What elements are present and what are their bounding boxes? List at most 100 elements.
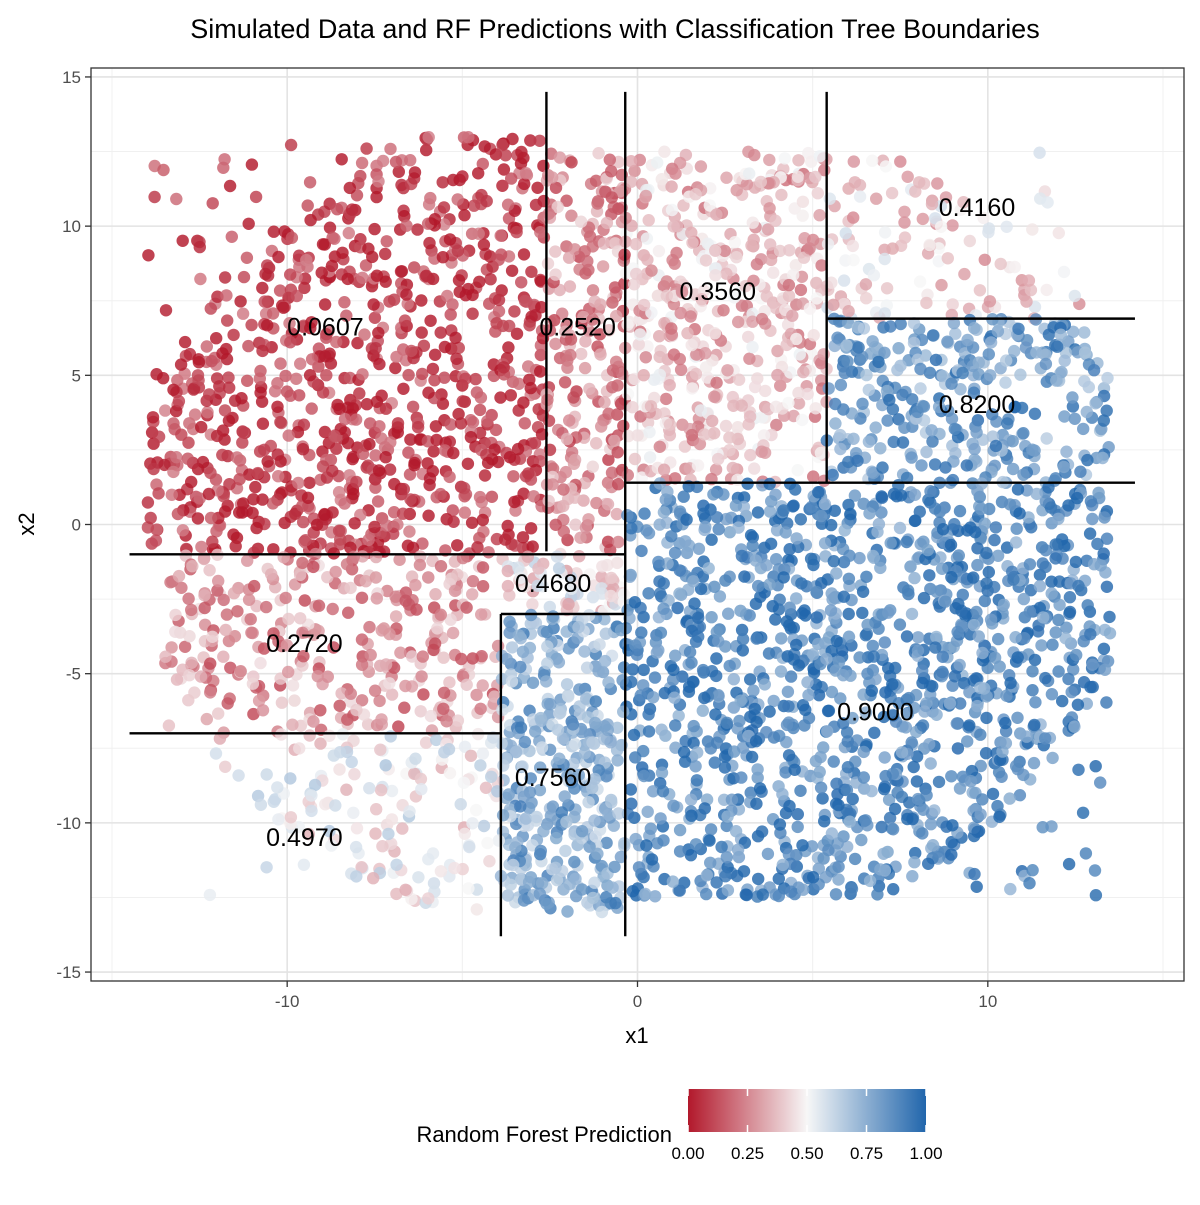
data-point <box>655 173 668 186</box>
tree-boundaries <box>129 91 1135 937</box>
data-point <box>427 643 440 657</box>
data-point <box>568 782 581 795</box>
data-point <box>928 502 942 515</box>
data-point <box>680 513 693 526</box>
data-point <box>344 581 357 595</box>
data-point <box>657 834 670 847</box>
data-point <box>191 369 205 382</box>
data-point <box>653 368 666 381</box>
data-point <box>329 799 342 812</box>
data-point <box>463 840 476 854</box>
data-point <box>999 376 1012 389</box>
data-point <box>205 354 218 368</box>
data-point <box>596 260 610 273</box>
data-point <box>1036 821 1049 834</box>
data-point <box>797 883 810 896</box>
data-point <box>540 675 553 688</box>
data-point <box>219 760 232 773</box>
data-point <box>305 353 319 366</box>
data-point <box>935 562 949 575</box>
data-point <box>183 630 196 643</box>
data-point <box>542 414 556 427</box>
data-point <box>392 720 405 733</box>
data-point <box>360 142 373 155</box>
data-point <box>550 873 564 887</box>
data-point <box>999 716 1012 730</box>
data-point <box>234 295 247 308</box>
data-point <box>694 582 708 596</box>
data-point <box>708 390 721 403</box>
data-point <box>296 556 309 570</box>
data-point <box>886 242 899 255</box>
data-point <box>1015 401 1029 415</box>
data-point <box>193 240 206 254</box>
data-point <box>284 772 297 785</box>
data-point <box>948 422 961 436</box>
data-point <box>605 796 618 809</box>
data-point <box>320 369 333 382</box>
data-point <box>185 603 198 617</box>
data-point <box>250 521 263 535</box>
x-axis: -10 0 10 <box>275 981 997 1011</box>
data-point <box>653 575 666 588</box>
legend-tick-label: 0.50 <box>790 1144 823 1163</box>
data-point <box>405 344 418 358</box>
data-point <box>401 297 414 310</box>
data-point <box>323 729 336 742</box>
data-point <box>999 737 1013 750</box>
data-point <box>519 812 533 825</box>
data-point <box>645 853 659 866</box>
data-point <box>825 276 838 289</box>
data-point <box>411 421 425 434</box>
data-point <box>406 400 420 413</box>
data-point <box>911 644 925 657</box>
data-point <box>592 664 605 678</box>
data-point <box>356 368 369 381</box>
data-point <box>590 437 603 450</box>
data-point <box>296 659 309 672</box>
data-point <box>282 665 295 679</box>
data-point <box>370 269 384 282</box>
data-point <box>748 462 761 475</box>
data-point <box>841 761 855 774</box>
data-point <box>210 332 223 345</box>
data-point <box>804 552 818 565</box>
data-point <box>834 442 847 456</box>
data-point <box>182 592 195 605</box>
data-point <box>492 293 506 307</box>
data-point <box>930 585 943 598</box>
data-point <box>803 302 817 315</box>
data-point <box>907 760 920 774</box>
data-point <box>1000 354 1013 367</box>
data-point <box>516 760 529 773</box>
data-point <box>877 847 890 860</box>
data-point <box>718 244 731 258</box>
data-point <box>948 518 961 531</box>
data-point <box>186 560 199 573</box>
data-point <box>974 728 987 741</box>
data-point <box>271 400 284 413</box>
data-point <box>321 670 334 683</box>
data-point <box>758 678 771 691</box>
data-point <box>274 415 287 429</box>
data-point <box>667 220 680 233</box>
data-point <box>501 198 515 211</box>
data-point <box>588 716 602 730</box>
data-point <box>167 383 180 396</box>
data-point <box>567 757 580 771</box>
data-point <box>492 305 506 318</box>
data-point <box>233 473 246 486</box>
data-point <box>362 242 375 255</box>
data-point <box>462 131 475 144</box>
data-point <box>530 810 543 824</box>
data-point <box>385 688 399 701</box>
data-point <box>954 383 967 396</box>
data-point <box>195 540 208 554</box>
data-point <box>963 719 976 732</box>
data-point <box>841 355 854 368</box>
data-point <box>971 699 984 713</box>
data-point <box>821 237 835 251</box>
data-point <box>746 315 759 328</box>
data-point <box>974 502 988 516</box>
data-point <box>704 856 717 869</box>
